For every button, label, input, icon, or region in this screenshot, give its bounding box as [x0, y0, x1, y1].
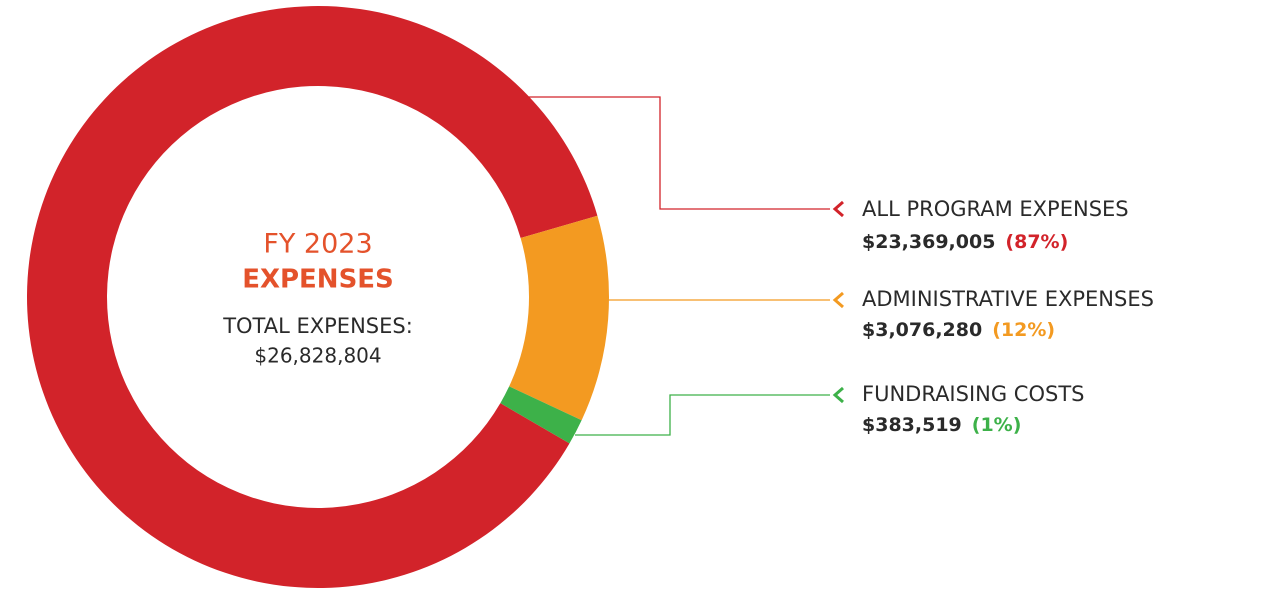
wedge [500, 386, 582, 444]
chevron [832, 291, 844, 309]
legend-label: FUNDRAISING COSTS [862, 382, 1085, 406]
wedge [26, 6, 598, 589]
wedge [509, 215, 609, 421]
leader-line [575, 394, 830, 436]
chevron [832, 386, 844, 404]
chart-title: FY 2023 [263, 229, 372, 260]
total-label: TOTAL EXPENSES: [222, 314, 413, 338]
value-row: $23,369,005 (87%) [862, 231, 1068, 253]
value-row: $3,076,280 (12%) [862, 319, 1055, 341]
chevron [832, 200, 844, 218]
donut [26, 6, 609, 589]
legend-label: ADMINISTRATIVE EXPENSES [862, 287, 1154, 311]
value-label: $3,076,280 [862, 319, 982, 341]
leader-line [527, 96, 830, 210]
value-label: $23,369,005 [862, 231, 995, 253]
leader-lines [527, 96, 844, 436]
value-label: $383,519 [862, 414, 962, 436]
percent-label: (12%) [992, 319, 1055, 341]
percent-label: (1%) [972, 414, 1022, 436]
value-row: $383,519 (1%) [862, 414, 1021, 436]
percent-label: (87%) [1005, 231, 1068, 253]
legend-label: ALL PROGRAM EXPENSES [862, 197, 1129, 221]
total-value: $26,828,804 [254, 344, 381, 368]
chart-subtitle: EXPENSES [242, 265, 394, 295]
